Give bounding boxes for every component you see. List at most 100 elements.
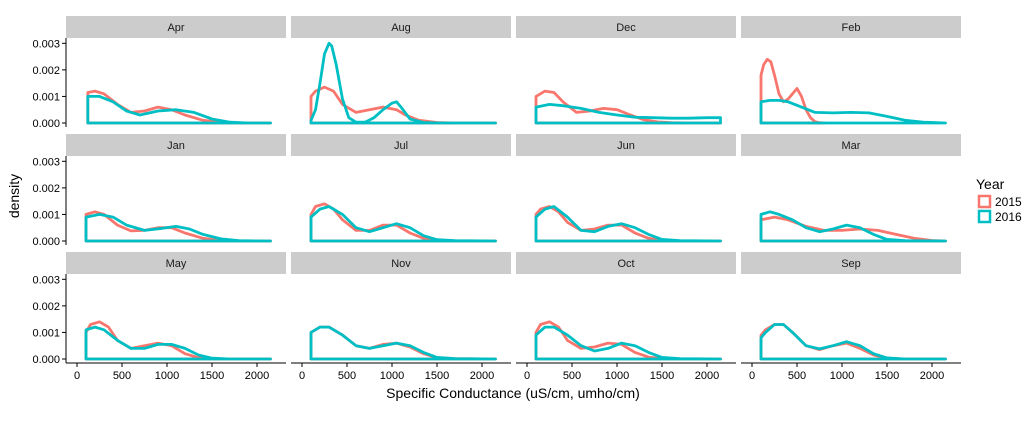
facet-strip-label: Feb (842, 22, 861, 34)
x-tick-label: 500 (338, 370, 356, 382)
density-curve-2016-jun (534, 205, 722, 243)
facet-panel-jul: Jul (291, 134, 511, 243)
facet-panel-sep: Sep 0 500 1000 1500 2000 (741, 252, 961, 382)
facets-layer: Apr 0.000 0.001 0.002 0.003 Aug Dec Feb Jan 0.000… (32, 16, 961, 382)
facet-strip (741, 134, 961, 156)
legend-entry-2015: 2015 (977, 194, 1022, 209)
x-tick-label: 1500 (650, 370, 674, 382)
facet-strip (291, 252, 511, 274)
x-tick-label: 1000 (155, 370, 179, 382)
facet-panel-feb: Feb (741, 16, 961, 125)
density-curve-2015-mar (759, 215, 947, 243)
facet-panel-nov: Nov 0 500 1000 1500 2000 (291, 252, 511, 382)
facet-strip-label: Nov (391, 258, 411, 270)
x-tick-label: 2000 (470, 370, 494, 382)
density-curve-2016-jul (309, 205, 497, 243)
facet-strip (516, 252, 736, 274)
facet-strip (741, 252, 961, 274)
facet-strip-label: Jul (394, 140, 408, 152)
y-tick-label: 0.001 (32, 327, 60, 339)
legend-label: 2016 (995, 210, 1022, 224)
facet-strip-label: Apr (167, 22, 184, 34)
y-tick-label: 0.000 (32, 354, 60, 366)
density-curve-2016-dec (534, 103, 722, 125)
density-curve-2015-aug (309, 85, 497, 125)
y-tick-label: 0.002 (32, 301, 60, 313)
legend-key (977, 194, 992, 209)
facet-strip-label: May (166, 258, 187, 270)
facet-panel-oct: Oct 0 500 1000 1500 2000 (516, 252, 736, 382)
density-curve-2015-jul (309, 202, 497, 243)
y-tick-label: 0.001 (32, 91, 60, 103)
facet-strip-label: Aug (391, 22, 411, 34)
x-tick-label: 1500 (200, 370, 224, 382)
facet-strip-label: Dec (616, 22, 636, 34)
y-tick-label: 0.003 (32, 38, 60, 50)
x-axis-title: Specific Conductance (uS/cm, umho/cm) (386, 385, 640, 401)
x-tick-label: 0 (74, 370, 80, 382)
facet-panel-mar: Mar (741, 134, 961, 243)
legend-entry-2016: 2016 (977, 209, 1022, 224)
density-curve-2016-oct (534, 325, 722, 361)
y-tick-label: 0.003 (32, 274, 60, 286)
density-curve-2015-jun (534, 205, 722, 243)
x-tick-label: 500 (113, 370, 131, 382)
legend-key (977, 209, 992, 224)
density-curve-2016-jan (84, 213, 272, 243)
x-tick-label: 500 (788, 370, 806, 382)
facet-panel-may: May 0.000 0.001 0.002 0.003 0 500 1000 1500 2000 (32, 252, 286, 382)
facet-panel-aug: Aug (291, 16, 511, 125)
facet-panel-jan: Jan 0.000 0.001 0.002 0.003 (32, 134, 286, 248)
density-curve-2016-nov (309, 325, 497, 361)
density-curve-2015-oct (534, 320, 722, 361)
facet-strip (66, 16, 286, 38)
y-tick-label: 0.000 (32, 236, 60, 248)
density-curve-2016-feb (759, 99, 947, 125)
facet-strip-label: Jan (167, 140, 185, 152)
y-tick-label: 0.000 (32, 118, 60, 130)
density-curve-2015-apr (86, 89, 272, 125)
y-tick-label: 0.001 (32, 209, 60, 221)
x-tick-label: 0 (524, 370, 530, 382)
legend-title: Year (976, 176, 1005, 192)
x-tick-label: 1000 (830, 370, 854, 382)
facet-strip (66, 252, 286, 274)
x-tick-label: 2000 (245, 370, 269, 382)
x-tick-label: 2000 (695, 370, 719, 382)
x-tick-label: 0 (749, 370, 755, 382)
x-tick-label: 1000 (380, 370, 404, 382)
x-tick-label: 2000 (920, 370, 944, 382)
y-tick-label: 0.002 (32, 65, 60, 77)
facet-panel-jun: Jun (516, 134, 736, 243)
facet-strip (291, 134, 511, 156)
density-curve-2016-aug (309, 41, 497, 125)
x-tick-label: 1000 (605, 370, 629, 382)
legend-label: 2015 (995, 195, 1022, 209)
facet-strip-label: Sep (841, 258, 861, 270)
density-curve-2016-sep (759, 323, 947, 361)
x-tick-label: 1500 (425, 370, 449, 382)
x-tick-label: 0 (299, 370, 305, 382)
facet-strip-label: Oct (617, 258, 634, 270)
y-axis-title: density (6, 174, 22, 218)
facet-strip (291, 16, 511, 38)
facet-strip (741, 16, 961, 38)
y-tick-label: 0.002 (32, 183, 60, 195)
density-curve-2016-apr (86, 95, 272, 125)
x-tick-label: 1500 (875, 370, 899, 382)
facet-strip (66, 134, 286, 156)
density-curve-2016-mar (759, 210, 947, 243)
facet-panel-dec: Dec (516, 16, 736, 125)
density-curve-2015-may (84, 320, 272, 361)
x-tick-label: 500 (563, 370, 581, 382)
density-curve-2016-may (84, 325, 272, 361)
facet-strip-label: Mar (842, 140, 861, 152)
facet-strip (516, 134, 736, 156)
y-tick-label: 0.003 (32, 156, 60, 168)
facet-strip-label: Jun (617, 140, 635, 152)
facet-strip (516, 16, 736, 38)
